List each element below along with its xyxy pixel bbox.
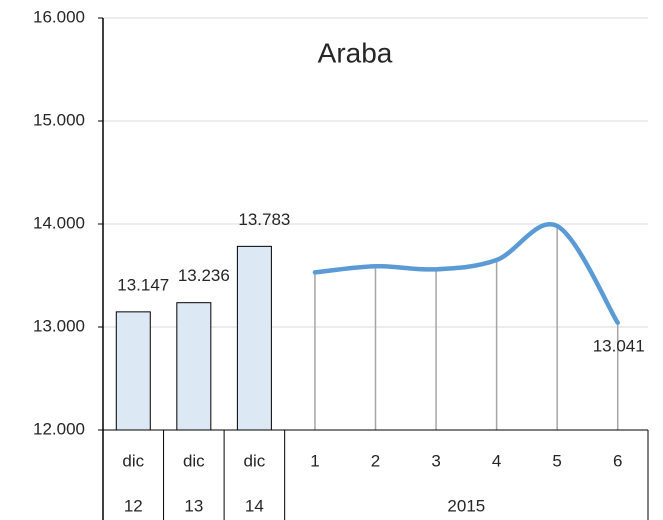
group-label: 13 [184,496,203,515]
data-label: 13.236 [178,266,230,285]
x-tick-label: 5 [552,451,561,470]
group-label: 12 [124,496,143,515]
y-tick-label: 15.000 [33,110,85,129]
bar [236,245,272,431]
x-tick-label: 1 [310,451,319,470]
data-label: 13.041 [593,336,645,355]
group-label: 2015 [447,496,485,515]
x-tick-label: dic [183,451,205,470]
x-tick-label: 3 [431,451,440,470]
bar [176,302,212,431]
data-label: 13.147 [117,275,169,294]
x-tick-label: 4 [492,451,501,470]
x-tick-label: dic [244,451,266,470]
x-tick-label: 6 [613,451,622,470]
y-tick-label: 13.000 [33,316,85,335]
x-tick-label: dic [122,451,144,470]
y-tick-label: 16.000 [33,7,85,26]
group-label: 14 [245,496,264,515]
chart-title: Araba [318,37,393,68]
y-tick-label: 12.000 [33,419,85,438]
y-tick-label: 14.000 [33,213,85,232]
line [312,222,620,326]
bar [115,311,151,431]
x-tick-label: 2 [371,451,380,470]
data-label: 13.783 [238,210,290,229]
